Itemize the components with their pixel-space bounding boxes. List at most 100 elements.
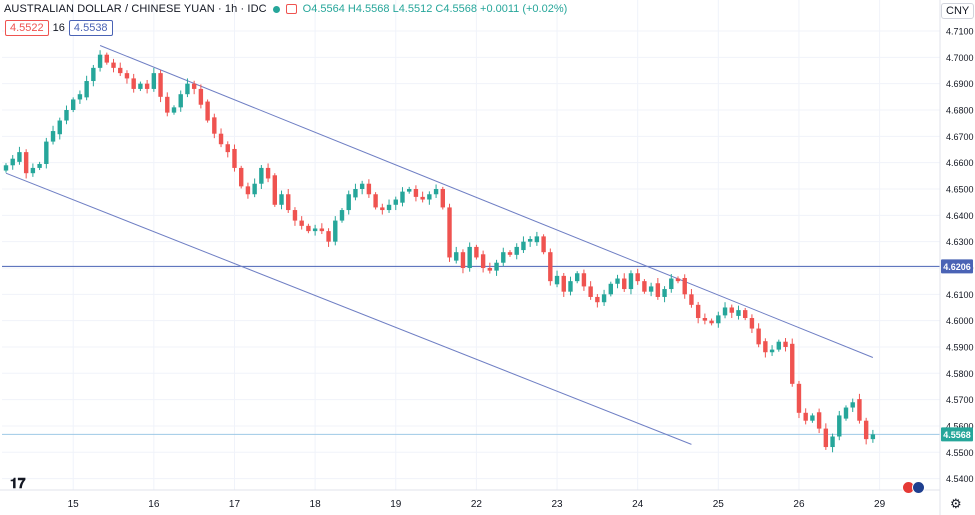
candle-body — [857, 399, 862, 421]
candle-body — [433, 188, 439, 195]
time-tick-label: 22 — [471, 499, 483, 510]
candle-body — [454, 252, 459, 261]
market-open-dot-icon — [272, 5, 280, 13]
time-tick-label: 18 — [310, 499, 322, 510]
candle-body — [709, 320, 714, 324]
buy-price-button[interactable]: 4.5538 — [68, 20, 113, 36]
candle-body — [615, 278, 620, 284]
candle-body — [568, 281, 573, 292]
candle-body — [427, 194, 432, 200]
channel-lower-trend-line — [5, 172, 692, 445]
candle-body — [816, 412, 822, 429]
candle-body — [232, 148, 237, 168]
candle-body — [776, 341, 781, 350]
price-tick-label: 4.5600 — [946, 421, 974, 431]
candle-body — [837, 415, 842, 437]
price-tick-label: 4.6400 — [946, 211, 974, 221]
candle-body — [796, 383, 802, 413]
time-tick-label: 23 — [551, 499, 563, 510]
spread-value: 16 — [52, 22, 65, 34]
candle-body — [407, 188, 412, 192]
time-tick-label: 17 — [229, 499, 241, 510]
market-status-icon — [285, 4, 297, 14]
candle-body — [702, 318, 708, 321]
price-tick-label: 4.7100 — [946, 27, 974, 37]
candle-body — [843, 407, 849, 419]
candle-body — [521, 241, 526, 251]
currency-button[interactable]: CNY — [941, 3, 975, 19]
candle-body — [447, 207, 452, 258]
candle-body — [165, 96, 170, 113]
candle-body — [212, 117, 217, 134]
currency-flags — [902, 481, 925, 494]
candle-body — [716, 315, 721, 324]
candle-body — [17, 152, 22, 162]
last-price-label: 4.5568 — [943, 430, 971, 440]
candle-body — [373, 194, 378, 208]
candle-body — [158, 73, 163, 97]
candle-body — [259, 167, 264, 184]
time-tick-label: 25 — [713, 499, 725, 510]
candle-body — [37, 163, 42, 168]
candle-body — [581, 273, 587, 287]
candle-body — [171, 107, 177, 113]
candle-body — [514, 246, 519, 255]
time-tick-label: 29 — [874, 499, 886, 510]
candle-body — [608, 283, 613, 295]
time-tick-label: 16 — [148, 499, 160, 510]
price-tick-label: 4.6600 — [946, 158, 974, 168]
price-tick-label: 4.5700 — [946, 395, 974, 405]
candle-body — [803, 412, 808, 421]
candle-body — [252, 183, 257, 195]
candle-body — [111, 62, 116, 68]
candle-body — [306, 225, 311, 232]
time-tick-label: 19 — [390, 499, 402, 510]
candle-body — [763, 341, 768, 353]
candle-body — [440, 188, 445, 208]
symbol-title[interactable]: AUSTRALIAN DOLLAR / CHINESE YUAN · 1h · … — [4, 3, 267, 15]
candle-body — [769, 349, 775, 353]
candle-body — [756, 328, 761, 345]
candle-body — [635, 273, 640, 282]
candle-body — [736, 310, 741, 316]
candle-body — [279, 194, 284, 205]
price-tick-label: 4.5900 — [946, 342, 974, 352]
candle-body — [124, 73, 130, 79]
level-price-label: 4.6206 — [943, 262, 971, 272]
candle-body — [245, 186, 251, 195]
time-tick-label: 24 — [632, 499, 644, 510]
candle-body — [501, 252, 506, 263]
sell-price-button[interactable]: 4.5522 — [5, 20, 49, 36]
candle-body — [191, 83, 197, 89]
candle-body — [810, 415, 815, 421]
candle-body — [71, 99, 76, 110]
candle-body — [366, 183, 372, 195]
candle-body — [527, 239, 533, 242]
candle-body — [3, 165, 9, 171]
price-tick-label: 4.5400 — [946, 474, 974, 484]
price-tick-label: 4.6100 — [946, 290, 974, 300]
candle-body — [185, 83, 190, 95]
level-price-label-bg — [941, 259, 973, 274]
price-tick-label: 4.5500 — [946, 448, 974, 458]
candle-body — [333, 220, 338, 242]
candle-body — [675, 278, 681, 282]
candle-body — [695, 304, 701, 319]
candle-body — [353, 188, 358, 198]
chart-header: AUSTRALIAN DOLLAR / CHINESE YUAN · 1h · … — [4, 3, 567, 15]
candle-body — [312, 228, 318, 232]
candle-body — [642, 281, 647, 292]
candle-body — [265, 167, 271, 179]
price-tick-label: 4.7000 — [946, 53, 974, 63]
candle-body — [622, 278, 627, 290]
price-tick-label: 4.6500 — [946, 184, 974, 194]
candle-body — [292, 210, 298, 221]
candle-body — [870, 434, 876, 440]
settings-gear-icon[interactable]: ⚙ — [950, 496, 962, 511]
candle-body — [487, 267, 493, 271]
candle-body — [178, 94, 183, 108]
candle-body — [50, 131, 56, 142]
tradingview-logo-icon: 𝟏𝟕 — [10, 475, 26, 491]
candle-body — [64, 109, 69, 121]
